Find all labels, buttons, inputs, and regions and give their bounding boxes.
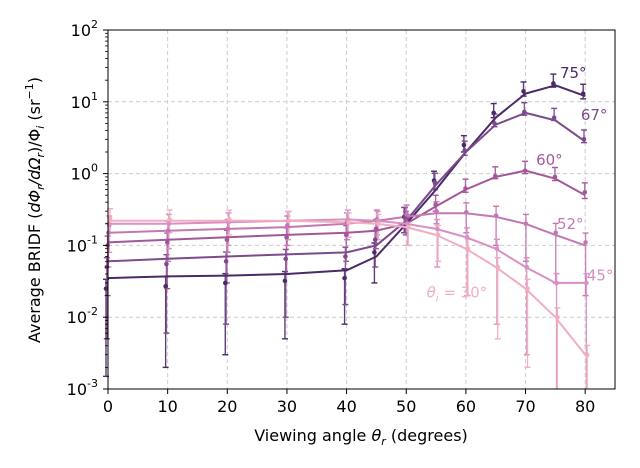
data-point <box>491 110 497 116</box>
data-point <box>343 232 349 238</box>
series-label: θi = 30° <box>427 284 488 305</box>
data-point <box>551 115 557 121</box>
data-point <box>163 283 168 289</box>
data-point <box>494 246 500 251</box>
x-tick-label: 70 <box>515 397 535 416</box>
data-point <box>434 208 439 214</box>
data-point <box>372 250 377 255</box>
data-point <box>346 219 351 225</box>
data-point <box>461 142 467 148</box>
x-axis-title: Viewing angle θr (degrees) <box>254 426 468 448</box>
data-point <box>493 213 499 218</box>
y-axis-ticks: 10-3 10-2 10-1 100 101 102 <box>67 18 108 399</box>
data-point <box>522 168 528 173</box>
data-point <box>164 240 170 245</box>
data-point <box>103 286 109 291</box>
x-tick-label: 50 <box>396 397 416 416</box>
data-point <box>583 240 588 245</box>
data-point <box>166 221 172 227</box>
data-point <box>525 286 530 291</box>
data-point <box>164 261 169 267</box>
data-point <box>167 217 172 222</box>
series-label: 67° <box>581 106 608 124</box>
data-point <box>432 180 438 185</box>
data-point <box>434 226 440 232</box>
data-point <box>554 280 559 286</box>
data-point <box>495 264 501 270</box>
data-point <box>435 232 441 238</box>
data-point <box>225 226 230 232</box>
data-point <box>282 278 288 284</box>
series-labels: 75° 67° 60° 52° 45° θi = 30° <box>427 64 614 304</box>
data-point <box>492 121 497 126</box>
data-point <box>553 230 559 236</box>
data-point <box>223 259 229 264</box>
data-point <box>522 109 527 115</box>
data-point <box>552 174 558 180</box>
data-point <box>462 148 467 153</box>
data-point <box>584 352 590 358</box>
data-points <box>103 81 590 358</box>
y-tick-label: 101 <box>71 90 98 112</box>
data-point <box>222 280 228 286</box>
data-point <box>107 215 113 221</box>
data-point <box>343 254 348 259</box>
data-point <box>404 212 409 217</box>
x-tick-label: 80 <box>575 397 595 416</box>
x-tick-label: 10 <box>157 397 177 416</box>
data-point <box>342 275 347 281</box>
data-point <box>580 91 586 96</box>
data-point <box>582 189 588 195</box>
data-point <box>521 89 526 94</box>
data-point <box>284 234 289 240</box>
x-tick-label: 40 <box>336 397 356 416</box>
y-tick-label: 100 <box>71 162 98 184</box>
data-point <box>286 218 292 224</box>
grid-lines <box>107 29 615 390</box>
y-tick-label: 10-3 <box>67 377 98 399</box>
x-tick-label: 60 <box>456 397 476 416</box>
data-point <box>405 224 411 230</box>
x-axis-ticks: 0 10 20 30 40 50 60 70 80 <box>103 389 595 416</box>
data-point <box>283 256 289 262</box>
x-tick-label: 30 <box>277 397 297 416</box>
x-tick-label: 0 <box>103 397 113 416</box>
data-point <box>433 202 438 207</box>
y-tick-label: 102 <box>71 18 98 40</box>
y-axis-title: Average BRIDF (dΦr/dΩr)/Φi (sr−1) <box>23 77 47 343</box>
data-point <box>376 221 381 227</box>
data-point <box>524 264 530 270</box>
series-label: 52° <box>557 215 584 233</box>
data-point <box>581 137 587 142</box>
data-point <box>224 237 230 243</box>
data-point <box>463 186 468 191</box>
data-point <box>555 314 560 320</box>
data-point <box>285 223 290 228</box>
series-label: 75° <box>560 64 587 82</box>
data-point <box>372 237 378 243</box>
y-tick-label: 10-1 <box>67 233 98 255</box>
data-point <box>165 228 171 234</box>
x-tick-label: 20 <box>217 397 237 416</box>
y-tick-label: 10-2 <box>67 305 98 327</box>
data-point <box>584 280 589 286</box>
data-point <box>463 209 469 215</box>
data-point <box>373 226 379 232</box>
data-point <box>551 81 556 86</box>
series-label: 60° <box>536 151 563 169</box>
data-point <box>493 173 498 179</box>
data-point <box>465 246 471 251</box>
data-point <box>523 221 529 227</box>
data-point <box>226 217 232 222</box>
data-point <box>464 234 470 240</box>
plot-frame <box>107 29 616 390</box>
series-label: 45° <box>587 267 614 285</box>
